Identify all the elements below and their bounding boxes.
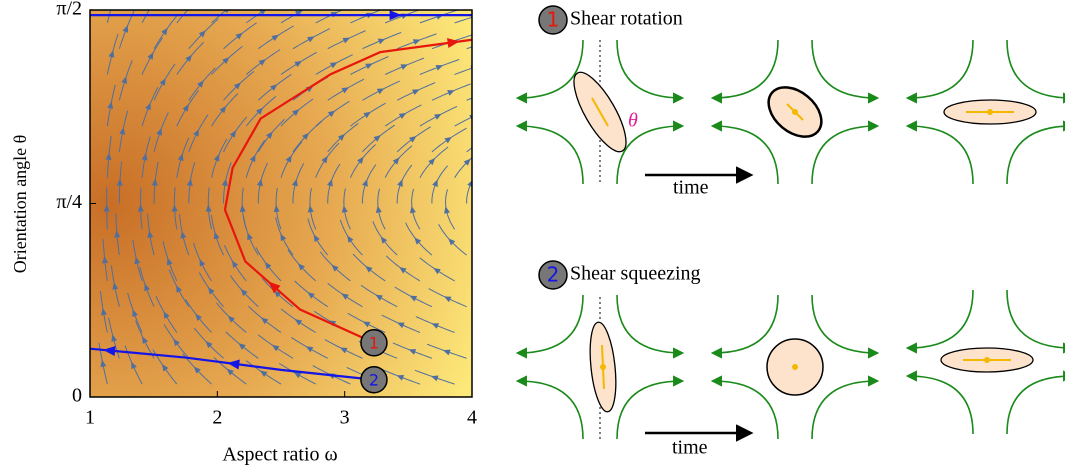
y-axis-label: Orientation angle θ: [10, 135, 30, 274]
center-dot: [792, 109, 798, 115]
flow-line: [1007, 126, 1065, 184]
center-dot: [987, 109, 993, 115]
flow-line: [518, 381, 583, 439]
flow-line: [812, 40, 877, 98]
center-dot: [600, 364, 606, 370]
flow-line: [518, 126, 583, 184]
diagram-title: Shear rotation: [570, 8, 683, 30]
flow-line: [713, 40, 778, 98]
trajectory-label: 1: [369, 333, 379, 352]
flow-line: [617, 40, 682, 98]
y-tick-label: π/2: [56, 0, 82, 20]
stream-arrow: [482, 88, 491, 96]
flow-line: [713, 381, 778, 439]
flow-line: [812, 381, 877, 439]
x-axis-label: Aspect ratio ω: [222, 444, 337, 466]
flow-line: [908, 376, 973, 434]
flow-line: [908, 40, 973, 98]
time-label: time: [672, 437, 708, 459]
flow-line: [812, 126, 877, 184]
flow-line: [908, 290, 973, 348]
x-tick-label: 4: [467, 407, 477, 429]
x-tick-label: 2: [212, 407, 222, 429]
flow-line: [812, 295, 877, 353]
x-tick-label: 3: [340, 407, 350, 429]
diagram-title: Shear squeezing: [570, 263, 701, 285]
badge-number: 1: [547, 8, 560, 32]
stream-arrow: [109, 0, 117, 6]
diagram-row-1: 1 Shear rotation θ time: [518, 6, 1065, 199]
center-dot: [984, 357, 990, 363]
time-label: time: [673, 177, 709, 199]
badge-number: 2: [547, 263, 560, 287]
diagram-row-2: 2 Shear squeezing time: [518, 261, 1065, 459]
center-dot: [792, 364, 798, 370]
flow-line: [1007, 376, 1065, 434]
y-tick-label: 0: [72, 385, 82, 407]
plot-background: [90, 10, 472, 397]
flow-line: [908, 126, 973, 184]
y-tick-label: π/4: [56, 191, 82, 213]
flow-line: [518, 295, 583, 353]
flow-line: [1007, 290, 1065, 348]
flow-line: [617, 295, 682, 353]
figure: 1 2 Aspect ratio ω Orientation angle θ 1 …: [0, 0, 1065, 471]
flow-line: [1007, 40, 1065, 98]
stream-arrow: [483, 38, 491, 46]
stream-arrow: [148, 0, 157, 9]
x-tick-label: 1: [85, 407, 95, 429]
flow-line: [518, 40, 583, 98]
stream-arrow: [480, 135, 489, 144]
angle-label: θ: [628, 110, 638, 132]
trajectory-label: 2: [369, 370, 379, 389]
flow-line: [617, 381, 682, 439]
flow-line: [713, 295, 778, 353]
